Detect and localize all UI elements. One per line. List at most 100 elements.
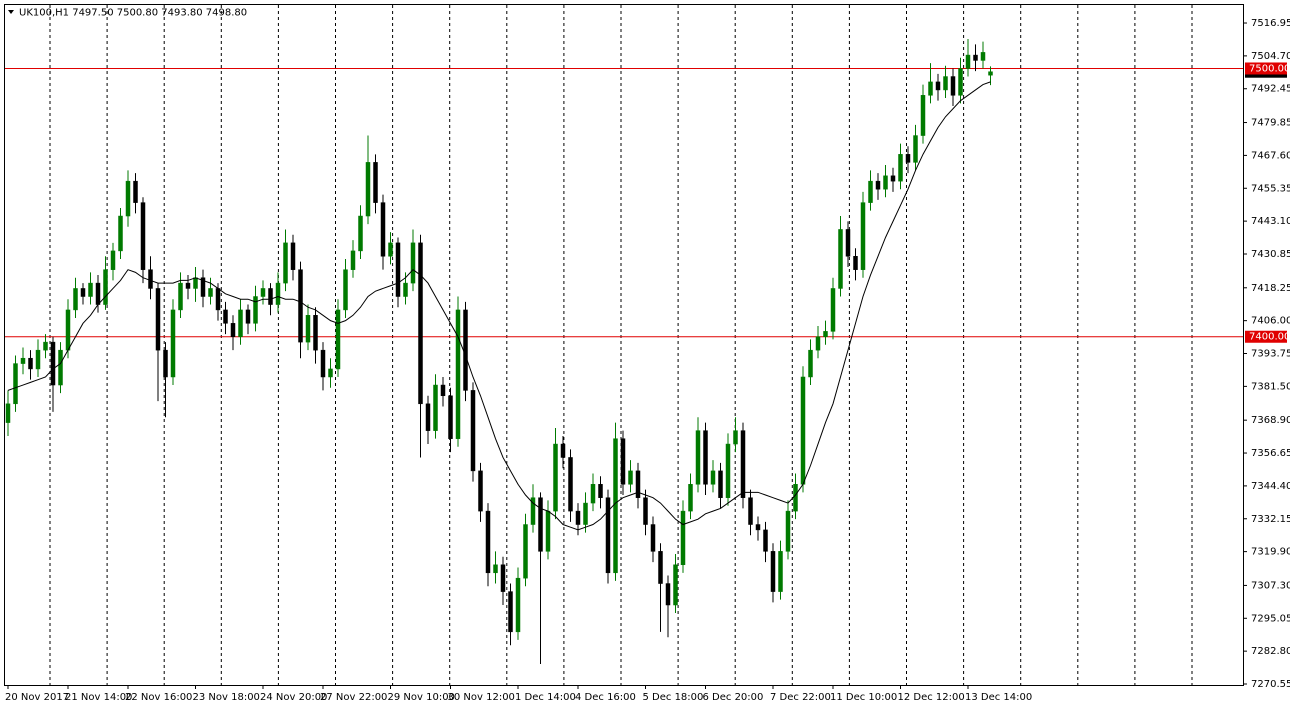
candle-body	[155, 288, 161, 351]
y-tick-label: 7492.45	[1251, 84, 1290, 95]
candle-body	[440, 384, 446, 397]
y-tick-label: 7467.60	[1251, 150, 1290, 161]
y-tick-label: 7455.35	[1251, 183, 1290, 194]
candle-body	[485, 510, 491, 574]
candle-body	[875, 180, 881, 190]
x-tick-label: 4 Dec 16:00	[575, 692, 636, 703]
candle-body	[950, 76, 956, 96]
candle-body	[320, 349, 326, 378]
candle-body	[403, 282, 408, 297]
y-tick-label: 7516.95	[1251, 18, 1290, 29]
candle-body	[575, 510, 581, 525]
candle-body	[230, 323, 236, 337]
candle-body	[268, 288, 273, 305]
candle-body	[65, 309, 71, 351]
candle-body	[253, 296, 258, 324]
candle-body	[733, 430, 738, 445]
y-tick-label: 7479.85	[1251, 118, 1290, 129]
candle-body	[778, 551, 783, 592]
x-tick-label: 20 Nov 2017	[5, 692, 69, 703]
candle-body	[530, 497, 536, 525]
x-tick-label: 29 Nov 10:00	[388, 692, 455, 703]
candle-body	[748, 497, 753, 525]
candle-body	[613, 438, 618, 574]
y-tick-label: 7319.90	[1251, 547, 1290, 558]
candle-body	[958, 68, 963, 96]
candle-body	[763, 529, 768, 552]
candle-body	[335, 309, 341, 370]
candle-body	[410, 242, 416, 284]
candle-body	[350, 250, 356, 270]
candle-body	[20, 357, 26, 364]
candle-body	[620, 438, 626, 485]
candle-body	[88, 282, 93, 297]
candle-body	[665, 583, 671, 606]
x-tick-label: 27 Nov 22:00	[320, 692, 387, 703]
candle-body	[298, 269, 303, 343]
y-tick-label: 7418.25	[1251, 283, 1290, 294]
candle-body	[823, 331, 828, 337]
candle-body	[170, 309, 176, 378]
candle-body	[598, 484, 603, 498]
x-tick-label: 1 Dec 14:00	[515, 692, 576, 703]
x-tick-label: 21 Nov 14:00	[65, 692, 132, 703]
candle-body	[260, 288, 266, 297]
candle-body	[358, 215, 363, 252]
candle-body	[313, 315, 318, 351]
candle-body	[238, 309, 243, 337]
candle-body	[58, 349, 63, 386]
candle-body	[628, 470, 633, 485]
candle-body	[185, 282, 191, 289]
candle-body	[365, 162, 371, 217]
candle-body	[635, 470, 641, 498]
x-tick-label: 6 Dec 20:00	[703, 692, 764, 703]
candle-body	[470, 390, 476, 472]
candle-body	[860, 202, 866, 270]
candle-body	[163, 349, 168, 378]
x-tick-label: 11 Dec 10:00	[830, 692, 897, 703]
menu-arrow[interactable]	[8, 10, 14, 14]
candle-body	[95, 282, 101, 305]
candle-body	[965, 54, 971, 69]
candle-body	[890, 175, 896, 182]
candle-body	[508, 591, 513, 633]
x-tick-label: 22 Nov 16:00	[125, 692, 192, 703]
candle-body	[515, 577, 521, 633]
candle-body	[545, 510, 551, 552]
candle-body	[395, 242, 401, 297]
candle-body	[193, 277, 198, 289]
candle-body	[538, 497, 543, 552]
x-tick-label: 12 Dec 12:00	[898, 692, 965, 703]
y-tick-label: 7393.75	[1251, 349, 1290, 360]
candle-body	[35, 349, 41, 370]
candle-body	[815, 336, 821, 351]
candle-body	[448, 395, 453, 439]
candle-body	[28, 357, 33, 370]
candle-body	[328, 368, 333, 378]
candle-body	[793, 484, 798, 512]
candle-body	[710, 470, 716, 485]
candle-body	[380, 202, 386, 257]
candle-body	[148, 269, 153, 289]
candle-body	[80, 288, 86, 297]
y-tick-label: 7406.00	[1251, 316, 1290, 327]
candle-body	[290, 242, 296, 270]
candle-body	[845, 229, 851, 257]
candle-body	[853, 256, 858, 270]
candle-body	[103, 269, 108, 305]
plot-frame	[4, 4, 1244, 686]
candle-body	[200, 277, 206, 297]
candle-body	[5, 403, 11, 423]
candle-body	[808, 349, 813, 378]
candle-body	[208, 288, 213, 297]
candle-body	[478, 470, 483, 512]
candle-body	[680, 510, 686, 566]
x-tick-label: 23 Nov 18:00	[193, 692, 260, 703]
level-label-box	[1245, 62, 1287, 75]
candle-body	[560, 443, 566, 458]
y-tick-label: 7443.10	[1251, 216, 1290, 227]
candle-body	[43, 341, 48, 351]
candle-body	[50, 341, 56, 386]
